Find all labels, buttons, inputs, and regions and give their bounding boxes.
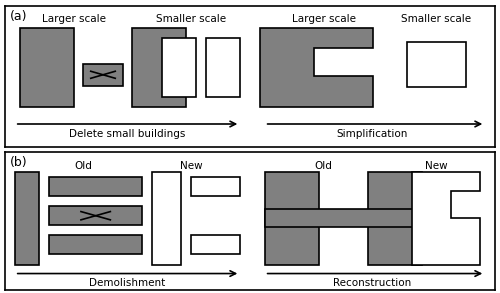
Text: Old: Old [74,161,92,171]
Bar [264,209,422,227]
Text: New: New [180,161,203,171]
Bar [49,177,142,196]
Bar [20,28,74,107]
Bar [407,42,466,87]
Text: Larger scale: Larger scale [42,14,106,24]
Text: Smaller scale: Smaller scale [156,14,226,24]
Text: Old: Old [314,161,332,171]
Text: Delete small buildings: Delete small buildings [70,129,186,139]
Bar [191,177,240,196]
Bar [368,172,422,265]
Text: Smaller scale: Smaller scale [401,14,471,24]
Text: Reconstruction: Reconstruction [334,278,411,288]
Text: Demolishment: Demolishment [90,278,166,288]
Bar [49,206,142,225]
Text: (a): (a) [10,10,28,23]
Bar [152,172,182,265]
Bar [84,64,122,86]
Bar [162,38,196,97]
Bar [49,235,142,254]
Bar [15,172,40,265]
Polygon shape [260,28,372,107]
Polygon shape [412,172,480,265]
Text: (b): (b) [10,156,28,169]
Text: Simplification: Simplification [337,129,408,139]
Bar [191,235,240,254]
Text: Larger scale: Larger scale [292,14,356,24]
Bar [206,38,240,97]
Bar [264,172,318,265]
Bar [132,28,186,107]
Text: New: New [425,161,448,171]
